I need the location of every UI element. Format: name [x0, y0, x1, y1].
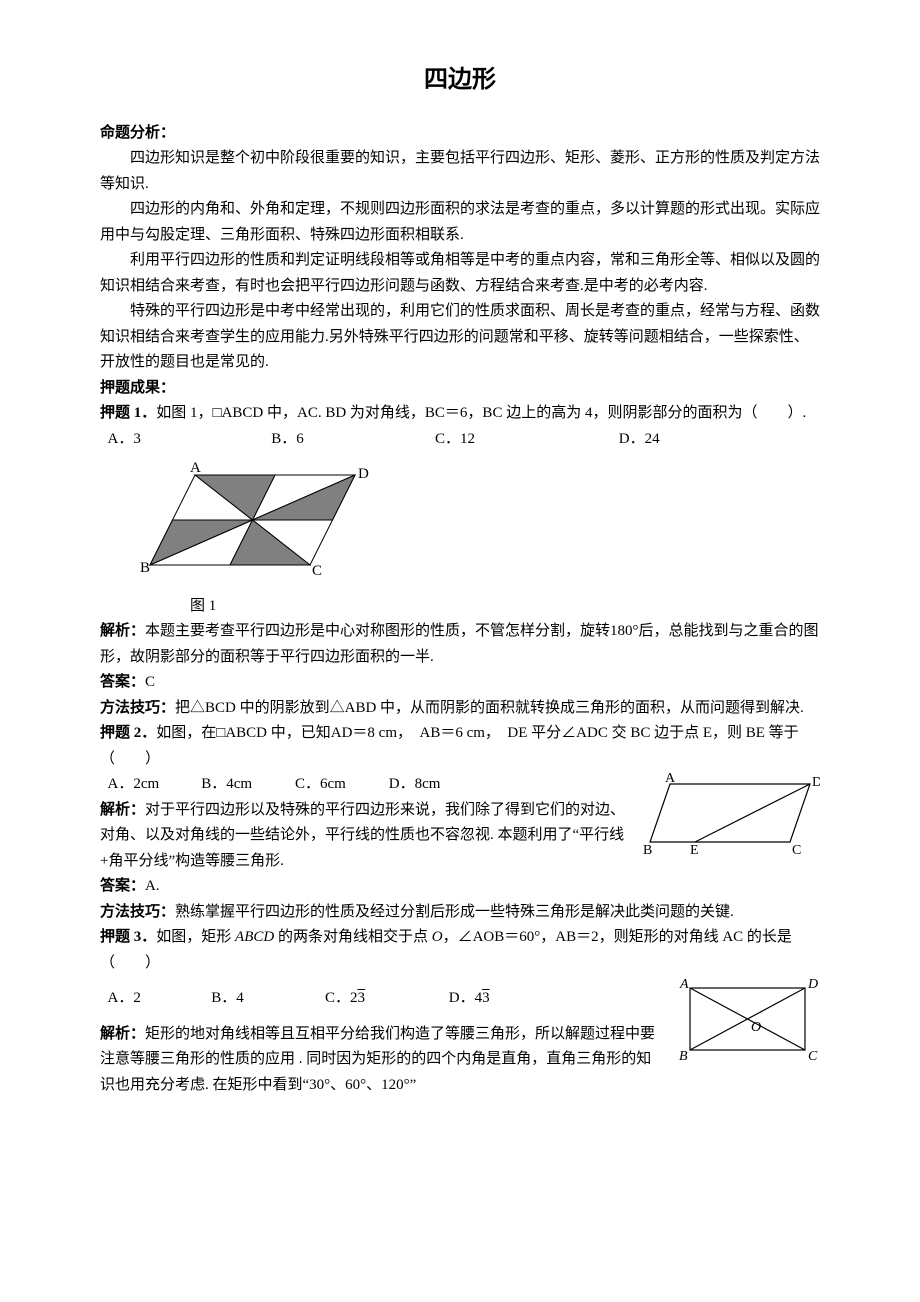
q2-analysis-label: 解析：: [100, 802, 145, 818]
svg-text:C: C: [792, 843, 801, 857]
q2-method-row: 方法技巧：熟练掌握平行四边形的性质及经过分割后形成一些特殊三角形是解决此类问题的…: [100, 900, 820, 926]
q2-label: 押题 2．: [100, 725, 156, 741]
q2-answer-label: 答案：: [100, 878, 145, 894]
q2-optA: A．2cm: [108, 772, 198, 798]
q1-optA: A．3: [108, 427, 268, 453]
q3-figure: A D B C O: [675, 976, 820, 1081]
q1-analysis: 本题主要考查平行四边形是中心对称图形的性质，不管怎样分割，旋转180°后，总能找…: [100, 623, 819, 665]
q2-figure: A D B E C: [640, 772, 820, 867]
svg-text:A: A: [190, 460, 201, 476]
q2-options: A．2cm B．4cm C．6cm D．8cm: [108, 772, 629, 798]
q2-optB: B．4cm: [201, 772, 291, 798]
svg-text:B: B: [679, 1049, 688, 1064]
q1-answer-label: 答案：: [100, 674, 145, 690]
svg-text:B: B: [643, 843, 652, 857]
q3-o: O: [432, 929, 443, 945]
q2-method-label: 方法技巧：: [100, 904, 175, 920]
q2-optD: D．8cm: [389, 772, 441, 798]
analysis-p4: 特殊的平行四边形是中考中经常出现的，利用它们的性质求面积、周长是考查的重点，经常…: [100, 299, 820, 376]
parallelogram-diagram-icon: A D B C: [140, 460, 370, 580]
q1-optC: C．12: [435, 427, 615, 453]
svg-text:A: A: [679, 977, 689, 992]
q2-analysis-row: 解析：对于平行四边形以及特殊的平行四边形来说，我们除了得到它们的对边、对角、以及…: [100, 798, 628, 875]
analysis-p1: 四边形知识是整个初中阶段很重要的知识，主要包括平行四边形、矩形、菱形、正方形的性…: [100, 146, 820, 197]
svg-text:A: A: [665, 772, 676, 786]
q1-stem: 押题 1．如图 1，□ABCD 中，AC. BD 为对角线，BC＝6，BC 边上…: [100, 401, 820, 427]
q1-method: 把△BCD 中的阴影放到△ABD 中，从而阴影的面积就转换成三角形的面积，从而问…: [175, 700, 804, 716]
q1-text: 如图 1，□ABCD 中，AC. BD 为对角线，BC＝6，BC 边上的高为 4…: [156, 405, 806, 421]
q1-analysis-label: 解析：: [100, 623, 145, 639]
q1-optD: D．24: [619, 427, 660, 453]
q2-analysis: 对于平行四边形以及特殊的平行四边形来说，我们除了得到它们的对边、对角、以及对角线…: [100, 802, 625, 869]
q3-text-mid: 的两条对角线相交于点: [274, 929, 432, 945]
analysis-header: 命题分析：: [100, 125, 175, 141]
analysis-p2: 四边形的内角和、外角和定理，不规则四边形面积的求法是考查的重点，多以计算题的形式…: [100, 197, 820, 248]
svg-text:E: E: [690, 843, 699, 857]
q2-stem: 押题 2．如图，在□ABCD 中，已知AD＝8 cm， AB＝6 cm， DE …: [100, 721, 820, 772]
q3-options: A．2 B．4 C．23 D．43: [108, 986, 664, 1012]
q1-analysis-row: 解析：本题主要考查平行四边形是中心对称图形的性质，不管怎样分割，旋转180°后，…: [100, 619, 820, 670]
q2-answer-row: 答案：A.: [100, 874, 820, 900]
q1-answer-row: 答案：C: [100, 670, 820, 696]
q1-method-label: 方法技巧：: [100, 700, 175, 716]
q3-abcd: ABCD: [235, 929, 274, 945]
results-header: 押题成果：: [100, 380, 175, 396]
svg-text:B: B: [140, 560, 150, 576]
q3-optA: A．2: [108, 986, 208, 1012]
svg-text:C: C: [312, 563, 322, 579]
q1-optB: B．6: [271, 427, 431, 453]
q1-caption: 图 1: [190, 594, 820, 620]
svg-text:D: D: [812, 775, 820, 790]
q3-optB: B．4: [211, 986, 321, 1012]
q3-text-before: 如图，矩形: [156, 929, 235, 945]
q3-analysis: 矩形的地对角线相等且互相平分给我们构造了等腰三角形，所以解题过程中要注意等腰三角…: [100, 1026, 655, 1093]
parallelogram-bisector-diagram-icon: A D B E C: [640, 772, 820, 857]
page-title: 四边形: [100, 60, 820, 101]
svg-text:O: O: [751, 1020, 761, 1035]
q3-analysis-label: 解析：: [100, 1026, 145, 1042]
svg-text:D: D: [807, 977, 818, 992]
svg-text:D: D: [358, 466, 369, 482]
q2-answer: A.: [145, 878, 160, 894]
rectangle-diagonals-diagram-icon: A D B C O: [675, 976, 820, 1071]
q3-optC: C．23: [325, 986, 445, 1012]
q1-label: 押题 1．: [100, 405, 156, 421]
q1-method-row: 方法技巧：把△BCD 中的阴影放到△ABD 中，从而阴影的面积就转换成三角形的面…: [100, 696, 820, 722]
q1-figure: A D B C: [140, 460, 820, 590]
svg-text:C: C: [808, 1049, 818, 1064]
q3-label: 押题 3．: [100, 929, 156, 945]
q3-optD: D．43: [449, 986, 490, 1012]
q1-answer: C: [145, 674, 155, 690]
q1-options: A．3 B．6 C．12 D．24: [108, 427, 821, 453]
q3-analysis-row: 解析：矩形的地对角线相等且互相平分给我们构造了等腰三角形，所以解题过程中要注意等…: [100, 1022, 663, 1099]
q2-optC: C．6cm: [295, 772, 385, 798]
q2-method: 熟练掌握平行四边形的性质及经过分割后形成一些特殊三角形是解决此类问题的关键.: [175, 904, 734, 920]
q2-text: 如图，在□ABCD 中，已知AD＝8 cm， AB＝6 cm， DE 平分∠AD…: [100, 725, 799, 767]
q3-stem: 押题 3．如图，矩形 ABCD 的两条对角线相交于点 O，∠AOB＝60°，AB…: [100, 925, 820, 976]
analysis-p3: 利用平行四边形的性质和判定证明线段相等或角相等是中考的重点内容，常和三角形全等、…: [100, 248, 820, 299]
